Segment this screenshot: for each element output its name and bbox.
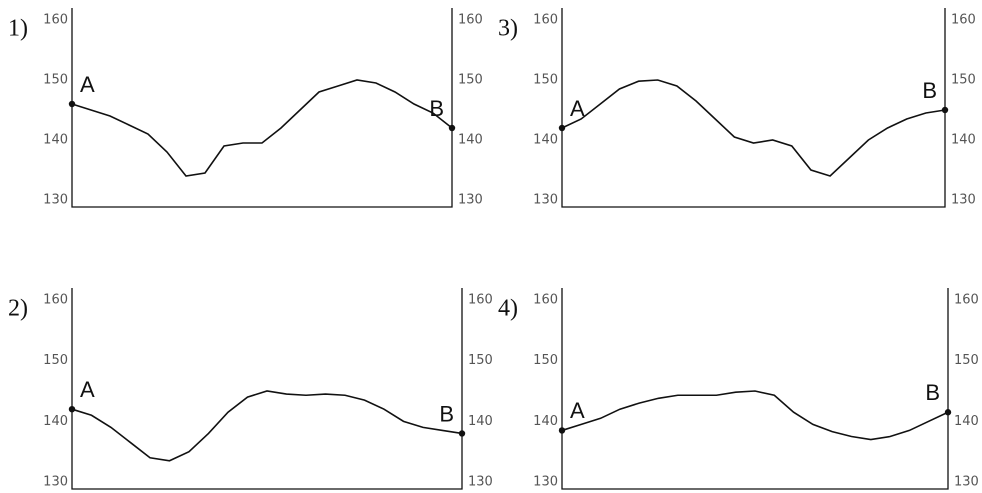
end-point — [944, 409, 952, 416]
y2-tick-label: 140 — [458, 133, 483, 148]
y-tick-label: 140 — [533, 133, 558, 148]
profile-line — [71, 390, 463, 462]
y-tick-label: 160 — [43, 293, 68, 308]
y2-tick-label: 140 — [468, 414, 493, 429]
point-label: A — [570, 96, 585, 121]
y2-tick-label: 160 — [458, 13, 483, 28]
y-tick-label: 160 — [533, 293, 558, 308]
point-label: B — [922, 78, 937, 103]
y-tick-label: 130 — [43, 193, 68, 208]
y-tick-label: 150 — [43, 73, 68, 88]
point-label: B — [429, 96, 444, 121]
point-label: B — [439, 401, 454, 426]
y-tick-label: 150 — [533, 353, 558, 368]
y2-tick-label: 160 — [468, 293, 493, 308]
panel-label: 1) — [8, 16, 28, 42]
y-tick-label: 130 — [533, 193, 558, 208]
y2-tick-label: 160 — [954, 293, 979, 308]
end-point — [941, 106, 949, 114]
start-point — [558, 124, 566, 132]
y2-tick-label: 160 — [951, 13, 976, 28]
y-tick-label: 150 — [43, 353, 68, 368]
y-tick-label: 140 — [533, 414, 558, 429]
y-tick-label: 160 — [533, 13, 558, 28]
start-point — [558, 427, 566, 434]
y2-tick-label: 130 — [468, 475, 493, 490]
axes — [71, 8, 453, 208]
panel-label: 3) — [498, 16, 518, 42]
y2-tick-label: 140 — [954, 414, 979, 429]
y2-tick-label: 140 — [951, 133, 976, 148]
panel-label: 2) — [8, 296, 28, 322]
end-point — [458, 430, 466, 437]
y2-tick-label: 150 — [954, 353, 979, 368]
point-label: B — [925, 380, 940, 405]
end-point — [448, 124, 456, 132]
start-point — [68, 406, 76, 413]
y2-tick-label: 150 — [951, 73, 976, 88]
y-tick-label: 140 — [43, 133, 68, 148]
y-tick-label: 160 — [43, 13, 68, 28]
profile-line — [71, 79, 453, 177]
y2-tick-label: 130 — [954, 475, 979, 490]
y-tick-label: 130 — [43, 475, 68, 490]
profile-line — [561, 79, 946, 177]
y2-tick-label: 130 — [951, 193, 976, 208]
start-point — [68, 100, 76, 108]
y-tick-label: 150 — [533, 73, 558, 88]
axes — [71, 288, 463, 490]
point-label: A — [570, 398, 585, 423]
y2-tick-label: 150 — [458, 73, 483, 88]
y-tick-label: 130 — [533, 475, 558, 490]
axes — [561, 8, 946, 208]
y2-tick-label: 150 — [468, 353, 493, 368]
axes — [561, 288, 949, 490]
point-label: A — [80, 72, 95, 97]
panel-label: 4) — [498, 296, 518, 322]
profile-line — [561, 390, 949, 441]
y2-tick-label: 130 — [458, 193, 483, 208]
point-label: A — [80, 377, 95, 402]
y-tick-label: 140 — [43, 414, 68, 429]
